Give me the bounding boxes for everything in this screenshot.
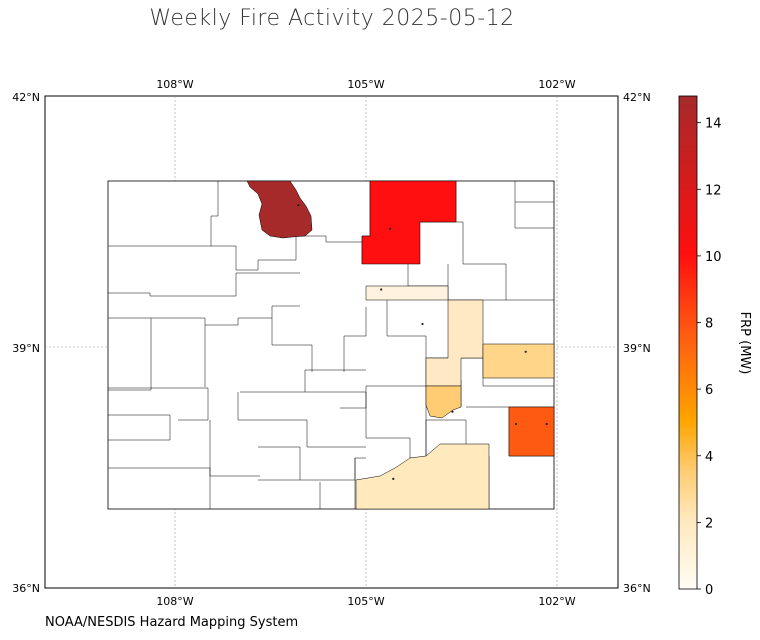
county-north-central	[246, 180, 313, 239]
lat-tick-left-39n: 39°N	[12, 342, 40, 355]
lon-tick-top-102w: 102°W	[538, 78, 575, 91]
colorbar-tick-label: 2	[705, 516, 713, 531]
fire-point	[545, 422, 548, 426]
county-northeast-front-range	[361, 180, 457, 265]
lon-tick-bottom-105w: 105°W	[347, 595, 384, 608]
fire-points	[297, 204, 548, 480]
colorbar-tick-label: 0	[705, 583, 713, 598]
county-arkansas-valley	[425, 385, 462, 419]
colorbar-tick-label: 4	[705, 450, 713, 465]
lon-tick-bottom-108w: 108°W	[156, 595, 193, 608]
lon-ticks-top: 108°W 105°W 102°W	[156, 78, 575, 91]
colorbar-tick-label: 14	[705, 117, 722, 132]
colorbar-tick-label: 8	[705, 317, 713, 332]
lat-tick-left-42n: 42°N	[12, 91, 40, 104]
filled-counties	[246, 180, 555, 510]
colorbar-tick-label: 10	[705, 250, 722, 265]
colorbar-tick-label: 12	[705, 183, 722, 198]
lat-tick-right-39n: 39°N	[623, 342, 651, 355]
lon-ticks-bottom: 108°W 105°W 102°W	[156, 595, 575, 608]
colorbar-label: FRP (MW)	[737, 312, 752, 375]
fire-point	[421, 322, 424, 326]
colorbar-tick-label: 6	[705, 383, 713, 398]
county-southeast	[508, 406, 555, 457]
source-credit: NOAA/NESDIS Hazard Mapping System	[45, 615, 299, 630]
fire-point	[524, 350, 527, 353]
lat-tick-right-42n: 42°N	[623, 91, 651, 104]
lon-tick-bottom-102w: 102°W	[538, 595, 575, 608]
lon-tick-top-105w: 105°W	[347, 78, 384, 91]
county-southern	[355, 443, 490, 510]
lat-tick-left-36n: 36°N	[12, 582, 40, 595]
lon-tick-top-108w: 108°W	[156, 78, 193, 91]
fire-point	[297, 204, 300, 207]
lat-ticks-left: 42°N 39°N 36°N	[12, 91, 40, 595]
fire-point	[451, 410, 454, 413]
colorbar	[678, 95, 698, 590]
map-title: Weekly Fire Activity 2025-05-12	[149, 6, 515, 31]
county-eastern-plains-1	[482, 343, 555, 379]
fire-point	[515, 422, 518, 426]
colorbar-ticks: 0 2 4 6 8 10 12 14	[697, 117, 722, 598]
fire-point	[392, 477, 395, 480]
fire-point	[389, 227, 392, 230]
county-denver-metro-strip	[365, 285, 449, 301]
lat-ticks-right: 42°N 39°N 36°N	[623, 91, 651, 595]
lat-tick-right-36n: 36°N	[623, 582, 651, 595]
fire-point	[380, 288, 383, 291]
